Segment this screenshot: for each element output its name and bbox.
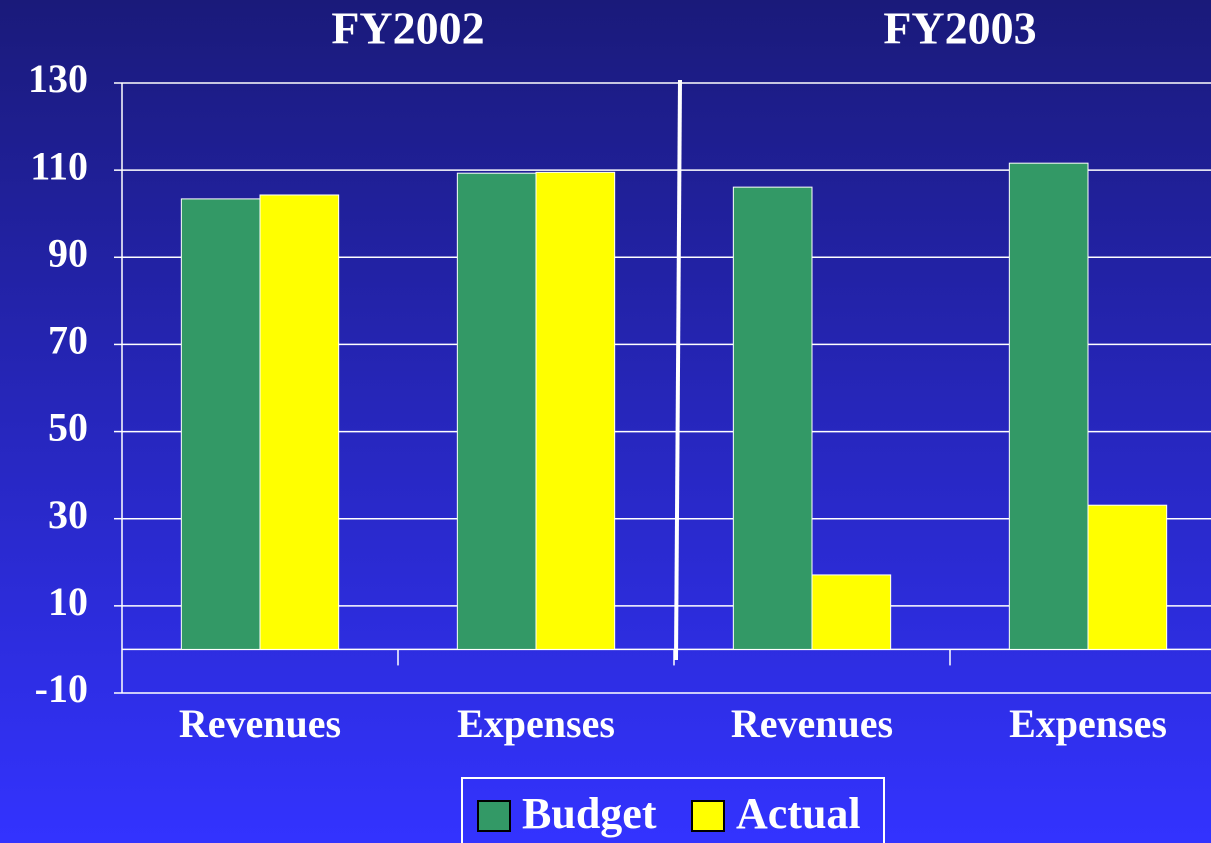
y-tick-label: -10 (35, 666, 88, 711)
y-tick-label: 130 (28, 56, 88, 101)
x-tick-label: Revenues (179, 701, 341, 746)
bar (811, 574, 892, 650)
y-tick-label: 50 (48, 405, 88, 450)
group-label: FY2003 (883, 3, 1036, 54)
bar (535, 171, 616, 650)
group-label: FY2002 (331, 3, 484, 54)
legend-label: Budget (522, 789, 657, 838)
y-tick-label: 110 (30, 143, 88, 188)
x-tick-label: Revenues (731, 701, 893, 746)
legend-swatch (691, 800, 725, 832)
bar (1008, 162, 1089, 650)
bar (180, 198, 261, 650)
y-tick-label: 10 (48, 579, 88, 624)
legend-label: Actual (736, 789, 861, 838)
y-tick-label: 30 (48, 492, 88, 537)
group-divider (674, 79, 682, 661)
y-tick-label: 70 (48, 318, 88, 363)
y-tick-label: 90 (48, 230, 88, 275)
x-tick-label: Expenses (1009, 701, 1167, 746)
bar (456, 172, 537, 650)
bar (1087, 504, 1168, 650)
bar (259, 194, 340, 650)
legend-swatch (477, 800, 511, 832)
legend-box (461, 777, 885, 843)
x-tick-label: Expenses (457, 701, 615, 746)
bar (732, 186, 813, 650)
